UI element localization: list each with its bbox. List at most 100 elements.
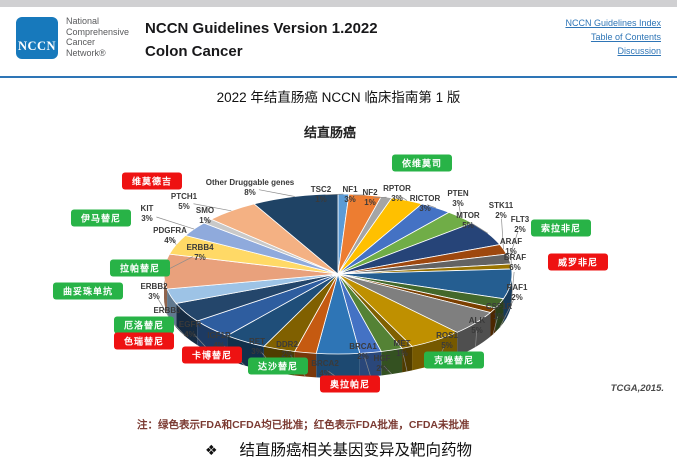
- gene-name: BRCA1: [349, 342, 377, 351]
- gene-name: RICTOR: [409, 194, 441, 203]
- gene-percent: 4%: [319, 368, 331, 378]
- gene-name: ALK: [468, 316, 486, 325]
- gene-name: Other Druggable genes: [205, 178, 295, 187]
- nccn-logo-text: NCCN: [17, 39, 57, 53]
- org-line: National: [66, 16, 100, 26]
- gene-name: RAF1: [506, 283, 528, 292]
- window-top-strip: [0, 0, 677, 7]
- gene-percent: 2%: [376, 363, 388, 373]
- caption-bullet: ❖: [204, 442, 218, 458]
- gene-name: TSC2: [310, 185, 332, 194]
- gene-percent: 2%: [281, 349, 293, 359]
- gene-percent: 6%: [509, 262, 521, 272]
- gene-label: MET 1%: [394, 339, 411, 358]
- gene-name: NF1: [342, 185, 358, 194]
- drug-badge: 依维莫司: [391, 154, 453, 172]
- pie-3d-graphic: [156, 189, 519, 379]
- org-name: National Comprehensive Cancer Network®: [66, 15, 129, 58]
- drug-badge: 卡博替尼: [181, 346, 243, 364]
- gene-name: RET: [249, 337, 265, 346]
- gene-label: MTOR 5%: [456, 211, 479, 230]
- gene-label: TSC2 1%: [311, 185, 331, 204]
- pie-chart: 结直肠癌 TSC2 1% NF1 3% NF2 1% RPTOR 3% RICTOR 3% PTEN…: [0, 112, 677, 408]
- gene-name: ARAF: [499, 237, 523, 246]
- gene-label: STK11 2%: [489, 201, 513, 220]
- gene-percent: 1%: [396, 348, 408, 358]
- gene-label: RPTOR 3%: [383, 184, 411, 203]
- gene-name: RPTOR: [383, 184, 411, 193]
- org-line: Cancer: [66, 37, 96, 48]
- gene-percent: 3%: [141, 213, 153, 223]
- drug-badge: 奥拉帕尼: [319, 375, 381, 393]
- gene-percent: 5%: [462, 220, 474, 230]
- drug-badge: 拉帕替尼: [109, 259, 171, 277]
- gene-percent: 1%: [364, 197, 376, 207]
- gene-name: PTEN: [447, 189, 469, 198]
- gene-percent: 2%: [495, 210, 507, 220]
- gene-percent: 5%: [441, 340, 453, 350]
- gene-label: DDR2 2%: [276, 340, 298, 359]
- gene-name: MTOR: [456, 211, 480, 220]
- gene-label: ALK 5%: [469, 316, 485, 335]
- gene-name: NF2: [362, 188, 378, 197]
- nccn-logo: NCCN: [16, 17, 58, 59]
- gene-label: BRAF 6%: [504, 253, 526, 272]
- slide-caption: ❖ 结直肠癌相关基因变异及靶向药物: [0, 438, 677, 460]
- gene-percent: 2%: [514, 224, 526, 234]
- chart-title: 结直肠癌: [303, 125, 356, 140]
- gene-label: ROS1 5%: [436, 331, 458, 350]
- org-line: Comprehensive: [66, 26, 130, 37]
- citation: TCGA,2015.: [610, 383, 664, 394]
- gene-percent: 5%: [178, 201, 190, 211]
- gene-label: Other Druggable genes 8%: [206, 178, 294, 197]
- guideline-title: NCCN Guidelines Version 1.2022 Colon Can…: [145, 15, 378, 63]
- header: NCCN National Comprehensive Cancer Netwo…: [0, 7, 677, 78]
- gene-label: NF2 1%: [362, 188, 377, 207]
- gene-label: BRCA1 2%: [349, 342, 377, 361]
- doc-title: 2022 年结直肠癌 NCCN 临床指南第 1 版: [216, 90, 461, 105]
- link-discussion[interactable]: Discussion: [617, 45, 661, 56]
- gene-name: MET: [393, 339, 411, 348]
- gene-percent: 3%: [452, 198, 464, 208]
- gene-name: CSF1R: [485, 302, 513, 311]
- drug-badge: 伊马替尼: [70, 209, 132, 227]
- gene-percent: 8%: [244, 187, 256, 197]
- gene-name: ERBB3: [153, 306, 181, 315]
- drug-badge: 克唑替尼: [423, 351, 485, 369]
- gene-percent: 2%: [357, 351, 369, 361]
- guideline-version: NCCN Guidelines Version 1.2022: [145, 20, 378, 37]
- drug-badge: 达沙替尼: [247, 357, 309, 375]
- gene-label: FLT3 2%: [511, 215, 530, 234]
- gene-percent: 1%: [493, 311, 505, 321]
- gene-name: PDGFRA: [153, 226, 187, 235]
- drug-badge: 色瑞替尼: [113, 332, 175, 350]
- gene-percent: 1%: [315, 194, 327, 204]
- link-guidelines-index[interactable]: NCCN Guidelines Index: [565, 18, 661, 28]
- gene-percent: 3%: [391, 193, 403, 203]
- gene-percent: 3%: [344, 194, 356, 204]
- gene-label: CSF1R 1%: [486, 302, 512, 321]
- org-line: Network®: [66, 47, 106, 58]
- gene-label: BRCA2 4%: [311, 359, 339, 378]
- gene-percent: 4%: [164, 235, 176, 245]
- gene-label: HGF 2%: [374, 354, 391, 373]
- gene-name: KIT: [140, 204, 154, 213]
- gene-name: HGF: [373, 354, 391, 363]
- gene-label: IGF1R 4%: [207, 331, 231, 350]
- gene-label: RICTOR 3%: [410, 194, 441, 213]
- gene-label: PTCH1 5%: [171, 192, 197, 211]
- link-table-of-contents[interactable]: Table of Contents: [590, 31, 661, 42]
- gene-name: FLT3: [510, 215, 530, 224]
- drug-badge: 威罗非尼: [547, 253, 609, 271]
- guideline-cancer-type: Colon Cancer: [145, 42, 243, 60]
- gene-percent: 3%: [148, 291, 160, 301]
- gene-name: STK11: [488, 201, 514, 210]
- gene-percent: 3%: [419, 203, 431, 213]
- gene-name: SMO: [195, 206, 215, 215]
- gene-label: EGFR 4%: [179, 320, 201, 339]
- gene-label: PDGFRA 4%: [153, 226, 187, 245]
- gene-name: ERBB2: [140, 282, 168, 291]
- gene-label: ARAF 1%: [500, 237, 522, 256]
- gene-percent: 3%: [251, 346, 263, 356]
- gene-percent: 2%: [511, 292, 523, 302]
